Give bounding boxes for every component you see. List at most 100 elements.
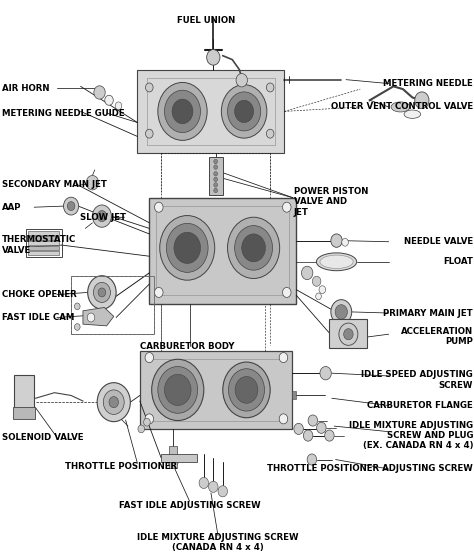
Circle shape: [74, 303, 80, 310]
Circle shape: [97, 383, 130, 422]
Bar: [13, 407, 35, 419]
Text: OUTER VENT CONTROL VALVE: OUTER VENT CONTROL VALVE: [331, 102, 473, 111]
Circle shape: [335, 305, 347, 319]
Circle shape: [303, 430, 313, 441]
Text: SLOW JET: SLOW JET: [80, 213, 126, 222]
Bar: [329, 319, 367, 348]
Text: FAST IDLE ADJUSTING SCREW: FAST IDLE ADJUSTING SCREW: [119, 501, 260, 510]
Ellipse shape: [404, 110, 421, 119]
Circle shape: [266, 83, 274, 92]
Circle shape: [209, 481, 218, 492]
Circle shape: [145, 414, 154, 424]
Circle shape: [223, 362, 270, 418]
Circle shape: [279, 414, 288, 424]
Circle shape: [307, 454, 317, 465]
Bar: [28, 246, 59, 250]
Text: ACCELERATION
PUMP: ACCELERATION PUMP: [401, 327, 473, 346]
Circle shape: [279, 353, 288, 363]
Circle shape: [214, 159, 218, 164]
Circle shape: [86, 175, 99, 190]
Text: METERING NEEDLE: METERING NEEDLE: [383, 79, 473, 88]
Bar: [209, 157, 223, 195]
Circle shape: [214, 172, 218, 176]
Circle shape: [105, 95, 113, 105]
Circle shape: [146, 83, 153, 92]
Circle shape: [312, 276, 321, 286]
Circle shape: [294, 423, 303, 434]
Circle shape: [164, 374, 191, 405]
Circle shape: [228, 92, 261, 131]
Bar: [28, 241, 59, 245]
Circle shape: [199, 477, 209, 488]
Text: IDLE MIXTURE ADJUSTING
SCREW AND PLUG
(EX. CANADA RN 4 x 4): IDLE MIXTURE ADJUSTING SCREW AND PLUG (E…: [349, 421, 473, 451]
Circle shape: [158, 82, 207, 140]
Text: THROTTLE POSITIONER ADJUSTING SCREW: THROTTLE POSITIONER ADJUSTING SCREW: [267, 465, 473, 473]
Circle shape: [317, 422, 326, 433]
Bar: [28, 251, 59, 255]
Circle shape: [138, 425, 145, 433]
Text: THERMOSTATIC
VALVE: THERMOSTATIC VALVE: [2, 236, 77, 255]
Circle shape: [331, 234, 342, 247]
Circle shape: [87, 313, 95, 322]
Text: METERING NEEDLE GUIDE: METERING NEEDLE GUIDE: [2, 109, 125, 118]
Text: CARBURETOR BODY: CARBURETOR BODY: [140, 342, 234, 351]
Circle shape: [266, 129, 274, 138]
Circle shape: [158, 367, 198, 413]
Circle shape: [94, 86, 105, 99]
Bar: [28, 236, 59, 240]
Circle shape: [283, 287, 291, 297]
Circle shape: [146, 129, 153, 138]
Circle shape: [339, 323, 358, 345]
Text: FAST IDLE CAM: FAST IDLE CAM: [2, 313, 75, 322]
Circle shape: [145, 353, 154, 363]
Circle shape: [325, 430, 334, 441]
Circle shape: [242, 234, 265, 262]
Circle shape: [342, 238, 348, 246]
Circle shape: [331, 300, 352, 324]
Circle shape: [214, 183, 218, 187]
Circle shape: [301, 266, 313, 280]
Text: SECONDARY MAIN JET: SECONDARY MAIN JET: [2, 180, 107, 189]
Bar: [71, 276, 154, 334]
Bar: [169, 446, 177, 468]
Circle shape: [320, 367, 331, 380]
Text: CARBURETOR FLANGE: CARBURETOR FLANGE: [367, 401, 473, 410]
Circle shape: [92, 205, 111, 227]
Circle shape: [109, 397, 118, 408]
Circle shape: [64, 197, 79, 215]
Text: AAP: AAP: [2, 203, 22, 212]
Circle shape: [283, 202, 291, 212]
Polygon shape: [83, 307, 114, 326]
Ellipse shape: [391, 102, 410, 112]
Text: FLOAT: FLOAT: [443, 257, 473, 266]
Circle shape: [103, 390, 124, 414]
Circle shape: [316, 293, 321, 300]
Circle shape: [167, 453, 179, 467]
Text: THROTTLE POSITIONER: THROTTLE POSITIONER: [65, 462, 177, 471]
Circle shape: [174, 232, 201, 263]
Circle shape: [93, 282, 110, 302]
Bar: [14, 375, 34, 408]
Text: CHOKE OPENER: CHOKE OPENER: [2, 290, 77, 299]
Circle shape: [98, 288, 106, 297]
Circle shape: [214, 177, 218, 182]
Polygon shape: [140, 351, 292, 429]
Text: AIR HORN: AIR HORN: [2, 84, 50, 92]
Circle shape: [214, 165, 218, 169]
Circle shape: [115, 102, 122, 110]
Circle shape: [74, 324, 80, 330]
Polygon shape: [161, 454, 197, 462]
Polygon shape: [149, 198, 296, 304]
Circle shape: [155, 287, 163, 297]
Bar: [292, 391, 296, 399]
Circle shape: [308, 415, 318, 426]
Circle shape: [207, 50, 220, 65]
Circle shape: [166, 223, 208, 272]
Circle shape: [152, 359, 204, 421]
Text: FUEL UNION: FUEL UNION: [177, 16, 235, 25]
Circle shape: [344, 329, 353, 340]
Ellipse shape: [320, 255, 353, 268]
Circle shape: [88, 276, 116, 309]
Circle shape: [214, 188, 218, 193]
Circle shape: [218, 486, 228, 497]
